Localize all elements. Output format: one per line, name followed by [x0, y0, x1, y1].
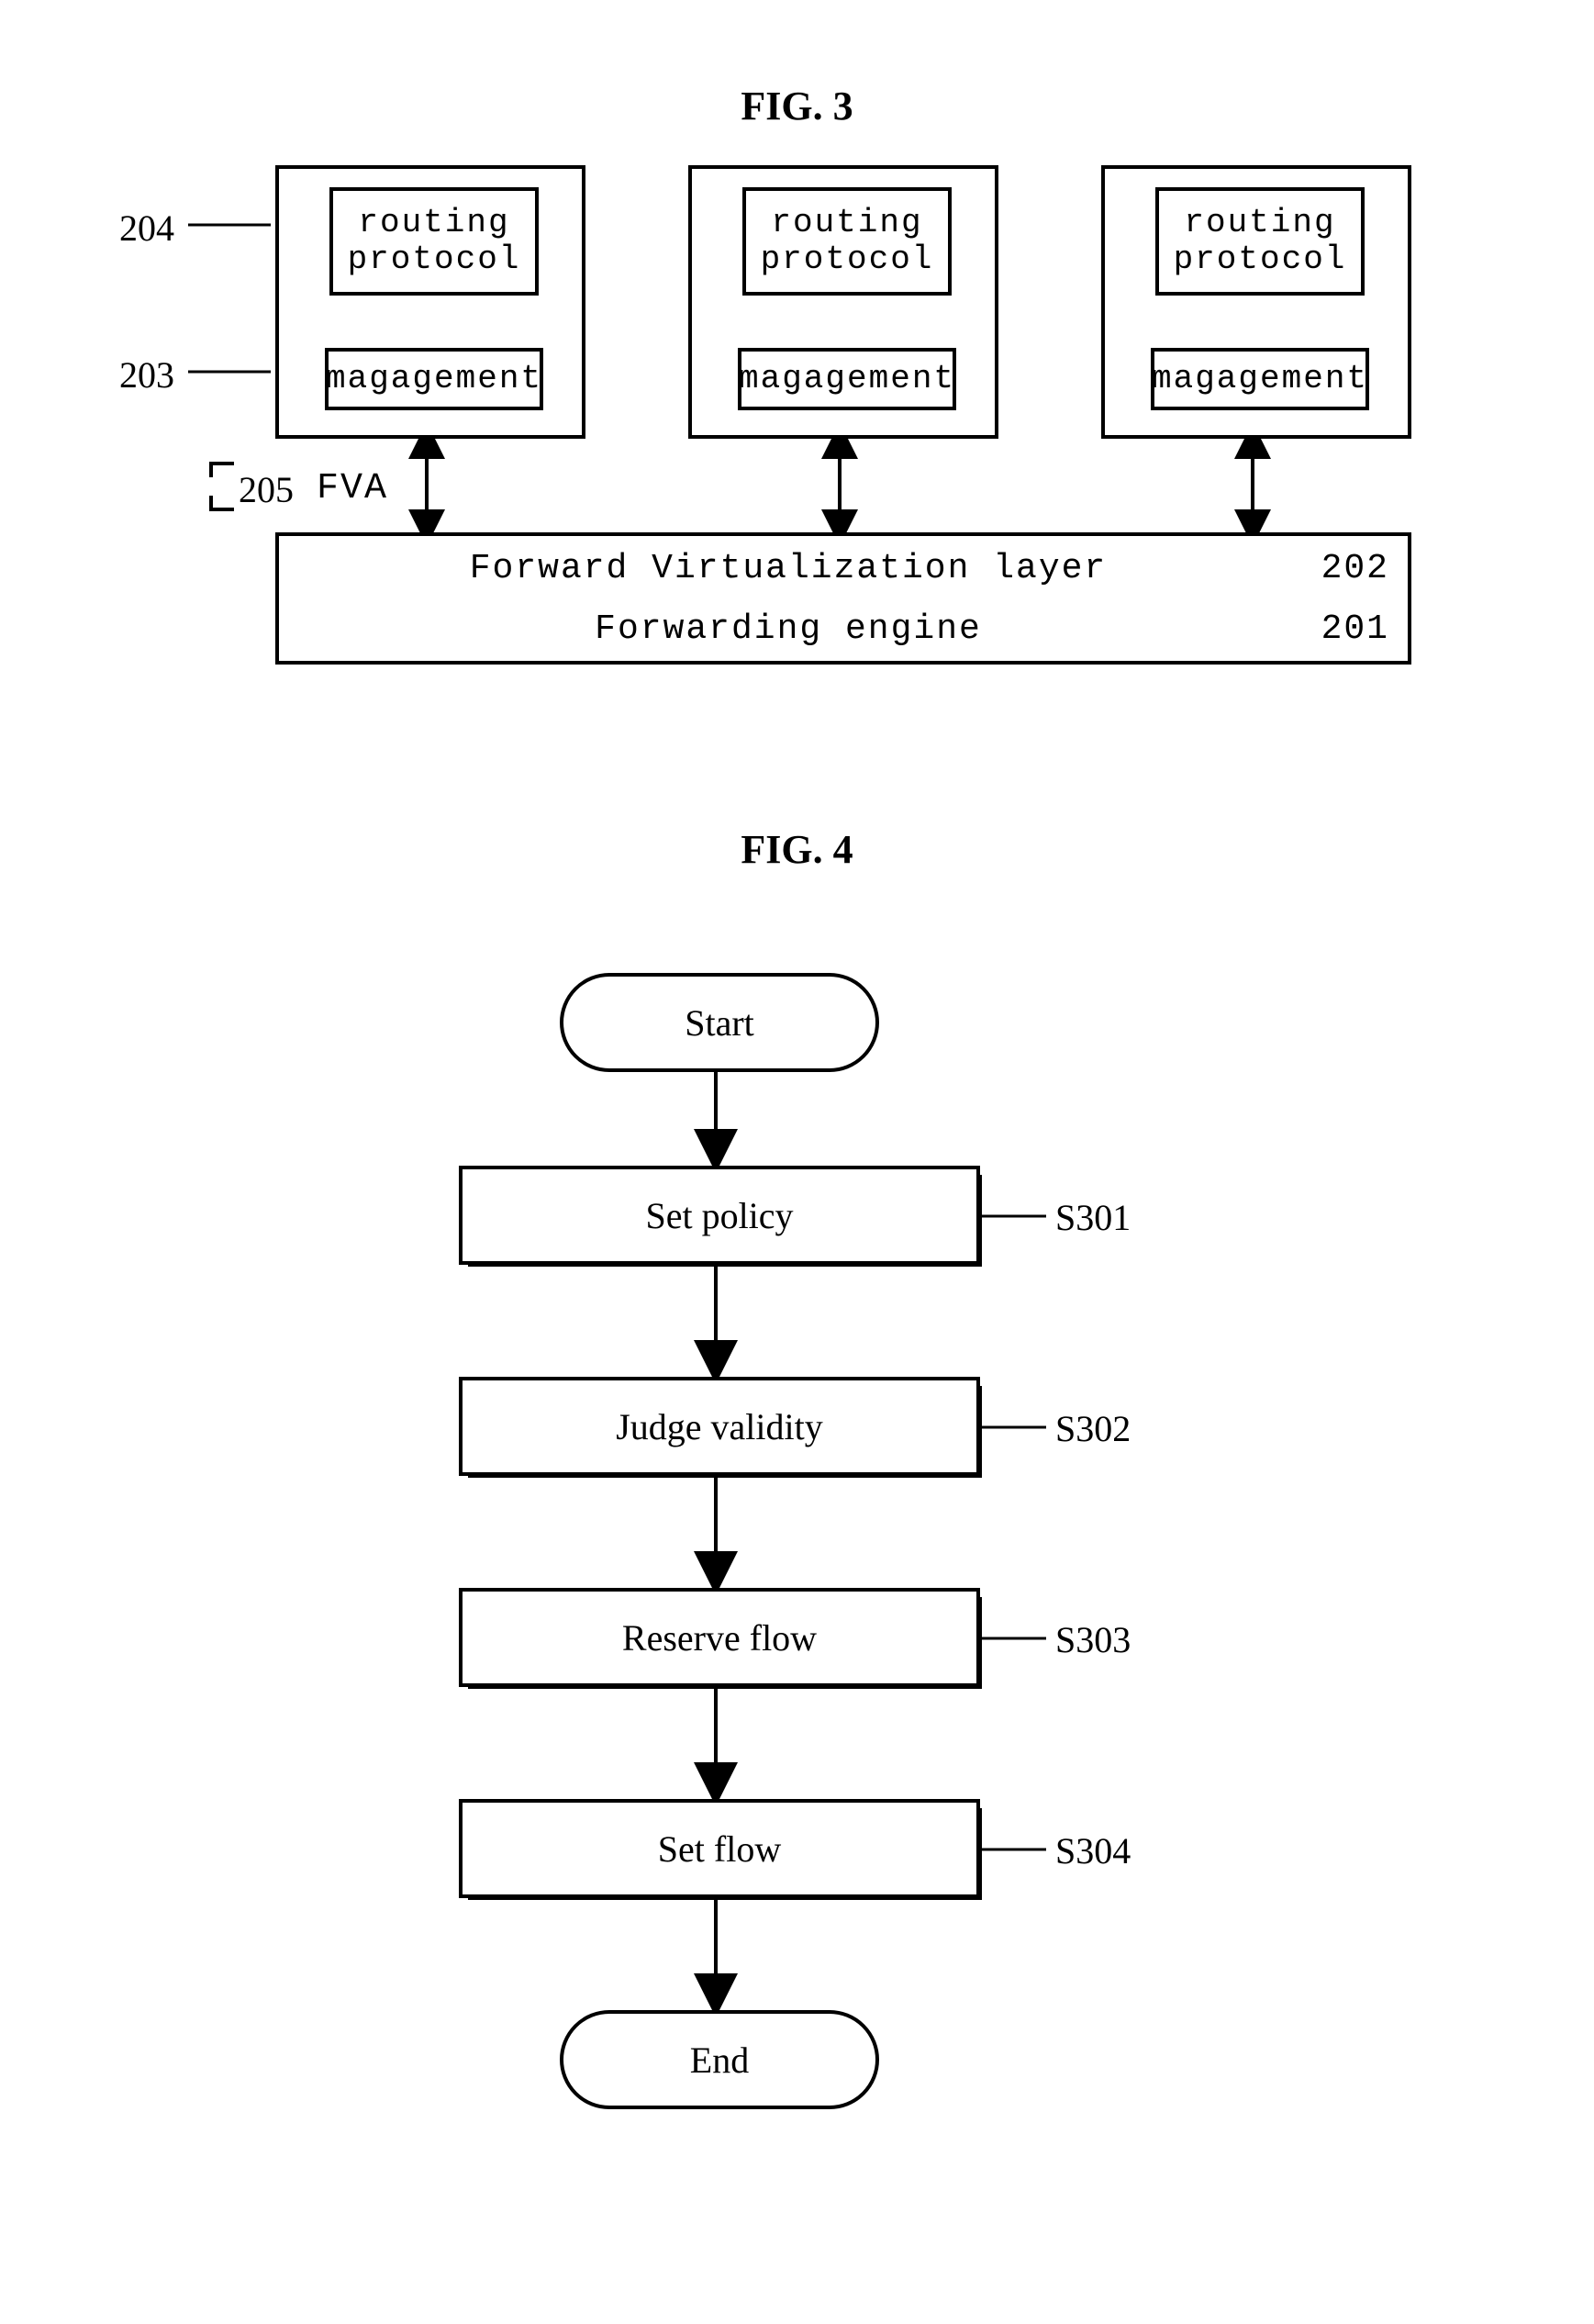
ref-204: 204	[119, 207, 174, 250]
step4-box: Set flow	[459, 1799, 980, 1898]
routing-protocol-box-1: routing protocol	[329, 187, 539, 296]
fe-layer: Forwarding engine 201	[275, 597, 1411, 665]
fig4-lines	[0, 973, 1594, 2166]
end-terminator: End	[560, 2010, 879, 2109]
module-box-1: routing protocol magagement	[275, 165, 585, 439]
step4-label: S304	[1055, 1829, 1131, 1872]
fva-label: FVA	[317, 468, 388, 509]
fig3-title: FIG. 3	[0, 83, 1594, 129]
fe-text: Forwarding engine	[279, 597, 1298, 661]
ref-205: 205	[239, 468, 294, 511]
management-box-2: magagement	[738, 348, 956, 410]
step3-box: Reserve flow	[459, 1588, 980, 1687]
management-box-3: magagement	[1151, 348, 1369, 410]
fig4-title: FIG. 4	[0, 826, 1594, 873]
start-terminator: Start	[560, 973, 879, 1072]
routing-protocol-box-3: routing protocol	[1155, 187, 1365, 296]
module-box-3: routing protocol magagement	[1101, 165, 1411, 439]
step1-box: Set policy	[459, 1166, 980, 1265]
step2-box: Judge validity	[459, 1377, 980, 1476]
fvl-layer: Forward Virtualization layer 202	[275, 532, 1411, 604]
fvl-text: Forward Virtualization layer	[279, 536, 1298, 600]
fig4-flowchart: Start Set policy S301 Judge validity S30…	[0, 973, 1594, 2166]
management-box-1: magagement	[325, 348, 543, 410]
fe-num: 201	[1321, 597, 1389, 661]
fvl-num: 202	[1321, 536, 1389, 600]
page: FIG. 3	[0, 0, 1594, 2324]
step3-label: S303	[1055, 1618, 1131, 1661]
step1-label: S301	[1055, 1196, 1131, 1239]
step2-label: S302	[1055, 1407, 1131, 1450]
ref-203: 203	[119, 353, 174, 397]
module-box-2: routing protocol magagement	[688, 165, 998, 439]
routing-protocol-box-2: routing protocol	[742, 187, 952, 296]
